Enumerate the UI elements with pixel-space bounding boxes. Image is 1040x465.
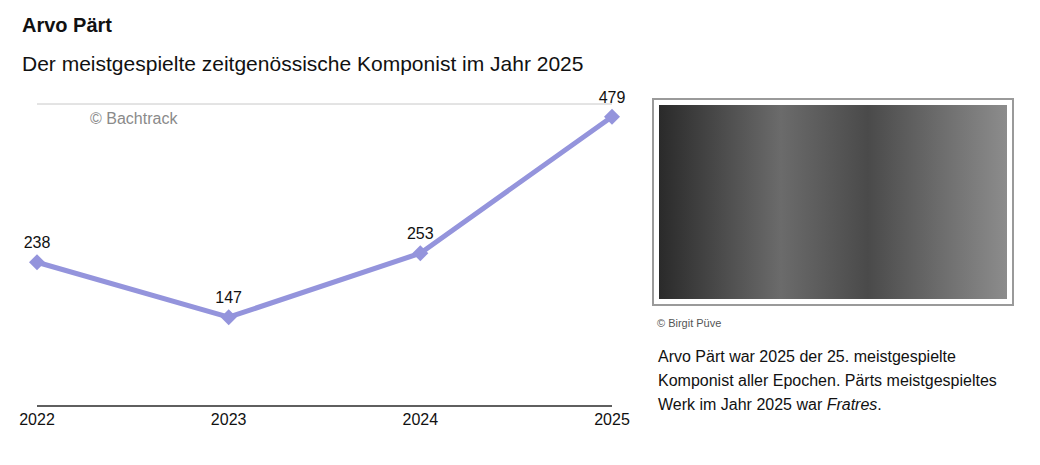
svg-text:479: 479: [599, 89, 626, 106]
svg-text:2022: 2022: [19, 411, 55, 428]
svg-text:147: 147: [215, 289, 242, 306]
svg-text:253: 253: [407, 225, 434, 242]
html-text:© Bachtrack: © Bachtrack: [90, 110, 178, 127]
html-text:Der meistgespielte zeitgenössi: Der meistgespielte zeitgenössische Kompo…: [22, 52, 584, 75]
html-text:Arvo Pärt: Arvo Pärt: [22, 14, 112, 36]
svg-text:2023: 2023: [211, 411, 247, 428]
html-text:Arvo Pärt war 2025 der 25. mei: Arvo Pärt war 2025 der 25. meistgespielt…: [658, 348, 997, 413]
html-text:© Birgit Püve: © Birgit Püve: [657, 317, 722, 329]
svg-text:2025: 2025: [594, 411, 630, 428]
svg-text:2024: 2024: [403, 411, 439, 428]
svg-text:238: 238: [24, 234, 51, 251]
